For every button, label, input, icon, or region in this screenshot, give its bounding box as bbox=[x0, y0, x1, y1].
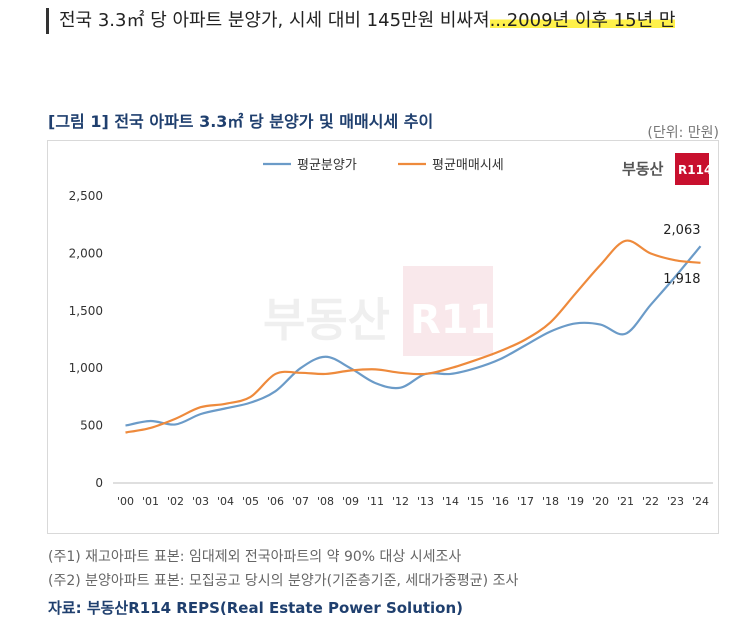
x-tick-label: '16 bbox=[492, 495, 509, 508]
x-tick-label: '07 bbox=[292, 495, 309, 508]
legend-label-1: 평균분양가 bbox=[297, 158, 357, 173]
x-tick-label: '02 bbox=[167, 495, 184, 508]
footnote-2: (주2) 분양아파트 표본: 모집공고 당시의 분양가(기준층기준, 세대가중평… bbox=[48, 573, 519, 589]
x-tick-label: '00 bbox=[117, 495, 134, 508]
watermark-badge bbox=[403, 266, 493, 356]
figure-title: [그림 1] 전국 아파트 3.3㎡ 당 분양가 및 매매시세 추이 bbox=[48, 112, 434, 131]
x-tick-label: '22 bbox=[642, 495, 659, 508]
y-tick-label: 1,000 bbox=[69, 361, 103, 375]
y-tick-label: 500 bbox=[80, 419, 103, 433]
legend-label-2: 평균매매시세 bbox=[432, 158, 504, 173]
y-tick-label: 2,000 bbox=[69, 246, 103, 260]
chart-container: 부동산 R114 부동산 R114 평균분양가 평균매매시세 0 500 1,000 1… bbox=[47, 140, 719, 534]
unit-label: (단위: 만원) bbox=[647, 125, 719, 141]
brand-logo: 부동산 R114 bbox=[622, 153, 712, 185]
x-tick-label: '06 bbox=[267, 495, 284, 508]
series-line-1 bbox=[125, 245, 702, 427]
x-tick-label: '19 bbox=[567, 495, 584, 508]
x-tick-label: '23 bbox=[667, 495, 684, 508]
line-chart: 부동산 R114 부동산 R114 평균분양가 평균매매시세 0 500 1,000 1… bbox=[69, 153, 713, 508]
data-label-1: 2,063 bbox=[663, 223, 700, 238]
chart-series bbox=[125, 239, 702, 434]
x-tick-label: '11 bbox=[367, 495, 384, 508]
x-tick-label: '17 bbox=[517, 495, 534, 508]
footnote-1: (주1) 재고아파트 표본: 임대제외 전국아파트의 약 90% 대상 시세조사 bbox=[48, 549, 462, 565]
chart-data-labels: 2,063 1,918 bbox=[663, 223, 700, 287]
x-tick-label: '14 bbox=[442, 495, 459, 508]
y-tick-label: 0 bbox=[95, 476, 103, 490]
x-tick-label: '18 bbox=[542, 495, 559, 508]
brand-logo-badge-text: R114 bbox=[678, 163, 712, 177]
x-tick-label: '12 bbox=[392, 495, 409, 508]
watermark: 부동산 R114 bbox=[263, 266, 524, 356]
x-tick-label: '03 bbox=[192, 495, 209, 508]
x-tick-label: '08 bbox=[317, 495, 334, 508]
x-tick-label: '24 bbox=[692, 495, 709, 508]
x-tick-label: '09 bbox=[342, 495, 359, 508]
x-tick-label: '21 bbox=[617, 495, 634, 508]
brand-logo-text: 부동산 bbox=[622, 160, 664, 178]
y-tick-label: 1,500 bbox=[69, 304, 103, 318]
headline-highlight: ...2009년 이후 15년 만 bbox=[489, 10, 676, 31]
chart-axes: 0 500 1,000 1,500 2,000 2,500 '00 '01 '02 '03 '04 '… bbox=[69, 189, 713, 508]
x-tick-label: '15 bbox=[467, 495, 484, 508]
x-tick-label: '20 bbox=[592, 495, 609, 508]
x-tick-label: '05 bbox=[242, 495, 259, 508]
source-line: 자료: 부동산R114 REPS(Real Estate Power Solut… bbox=[48, 599, 464, 617]
watermark-text: 부동산 bbox=[263, 293, 390, 347]
data-label-2: 1,918 bbox=[663, 272, 700, 287]
y-tick-label: 2,500 bbox=[69, 189, 103, 203]
headline: 전국 3.3㎡ 당 아파트 분양가, 시세 대비 145만원 비싸져...200… bbox=[46, 8, 749, 34]
series-line-2 bbox=[125, 239, 701, 434]
brand-logo-badge bbox=[675, 153, 709, 185]
x-tick-label: '13 bbox=[417, 495, 434, 508]
x-tick-label: '01 bbox=[142, 495, 159, 508]
chart-legend: 평균분양가 평균매매시세 bbox=[263, 158, 504, 173]
watermark-badge-text: R114 bbox=[410, 297, 524, 343]
headline-text: 전국 3.3㎡ 당 아파트 분양가, 시세 대비 145만원 비싸져 bbox=[59, 10, 490, 31]
x-tick-label: '04 bbox=[217, 495, 234, 508]
footnotes: (주1) 재고아파트 표본: 임대제외 전국아파트의 약 90% 대상 시세조사… bbox=[48, 545, 518, 593]
